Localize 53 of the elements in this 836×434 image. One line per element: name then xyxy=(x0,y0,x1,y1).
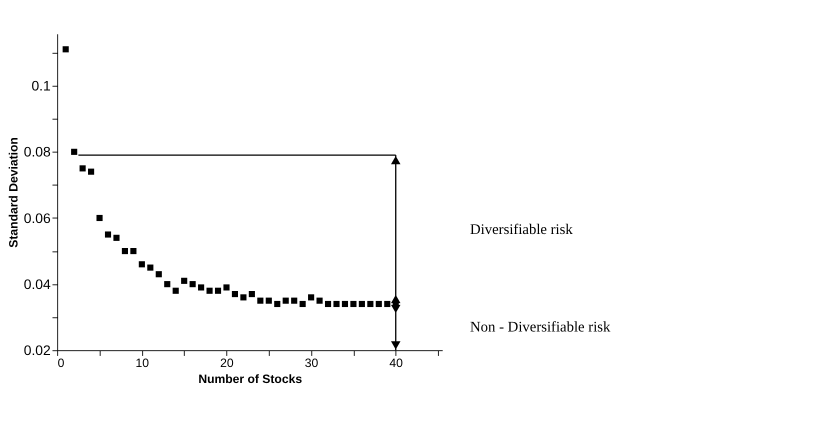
y-tick-label: 0.02 xyxy=(24,342,52,358)
point xyxy=(274,300,280,308)
point xyxy=(376,300,382,308)
point xyxy=(130,248,136,254)
point xyxy=(257,298,264,304)
point xyxy=(384,300,390,308)
point xyxy=(342,300,348,308)
y-tick-label: 0.06 xyxy=(24,210,52,226)
point xyxy=(190,281,196,288)
point xyxy=(214,288,222,294)
point xyxy=(147,264,154,271)
y-tick-label: 0.08 xyxy=(24,144,52,160)
point xyxy=(62,46,69,52)
point xyxy=(324,300,332,308)
y-tick-label: 0.1 xyxy=(31,77,52,94)
point xyxy=(71,148,78,155)
point xyxy=(333,300,340,308)
point xyxy=(113,234,120,241)
x-tick-label: 30 xyxy=(304,356,319,370)
point xyxy=(358,300,365,308)
point xyxy=(96,214,103,222)
point xyxy=(282,298,289,304)
text: Diversifiable risk xyxy=(470,222,574,238)
point xyxy=(291,298,298,304)
point xyxy=(308,294,314,300)
point xyxy=(172,288,179,294)
point xyxy=(223,284,230,291)
point xyxy=(232,290,238,298)
point xyxy=(316,298,323,304)
point xyxy=(138,261,145,268)
text: Non - Diversifiable risk xyxy=(470,319,612,336)
point xyxy=(80,165,86,172)
point xyxy=(104,231,112,238)
point xyxy=(248,290,255,298)
point xyxy=(156,271,162,278)
point xyxy=(240,294,246,300)
point xyxy=(266,298,272,304)
point xyxy=(88,168,94,175)
y-axis-title: Standard Deviation xyxy=(6,137,21,248)
point xyxy=(181,278,188,284)
point xyxy=(198,284,204,291)
point xyxy=(164,281,170,288)
x-tick-label: 10 xyxy=(136,356,150,370)
x-tick-label: 20 xyxy=(220,356,234,370)
point xyxy=(350,300,356,308)
x-tick-label: 40 xyxy=(389,356,404,370)
point xyxy=(300,300,306,308)
point xyxy=(367,300,374,308)
x-axis-title: Number of Stocks xyxy=(198,372,302,386)
x-tick-label: 0 xyxy=(58,356,65,370)
y-tick-label: 0.04 xyxy=(24,276,52,292)
point xyxy=(206,288,213,294)
point xyxy=(122,248,128,254)
